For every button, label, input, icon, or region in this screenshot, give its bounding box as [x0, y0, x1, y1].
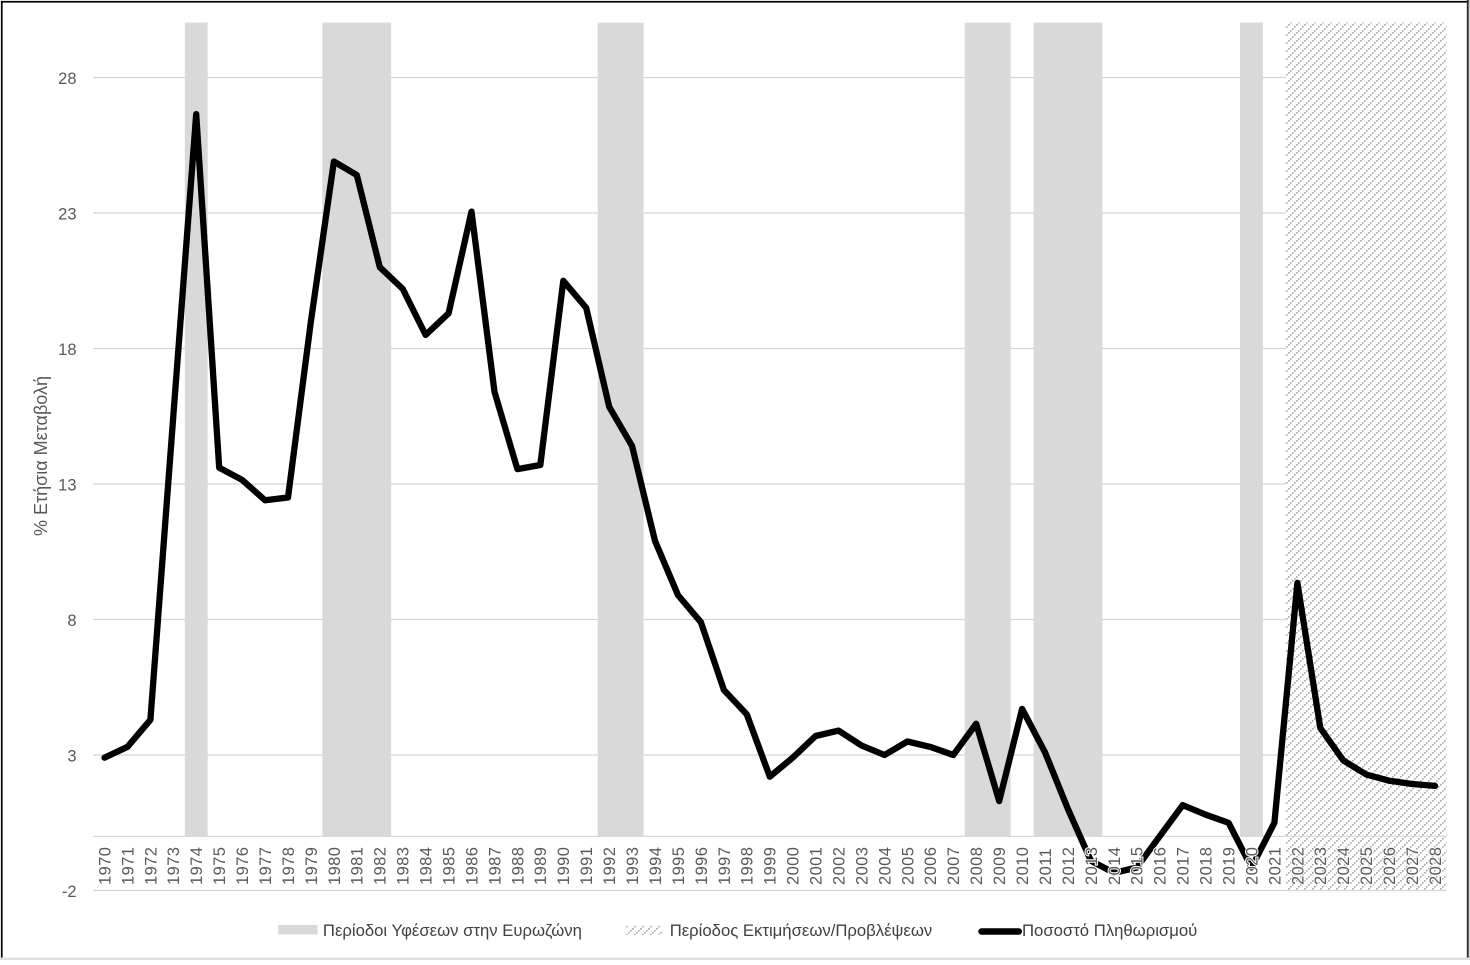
- svg-text:2024: 2024: [1335, 847, 1353, 885]
- svg-text:1990: 1990: [555, 847, 573, 885]
- svg-text:18: 18: [58, 341, 76, 359]
- svg-text:1992: 1992: [601, 847, 619, 885]
- svg-text:1997: 1997: [716, 847, 734, 885]
- svg-text:1979: 1979: [303, 847, 321, 885]
- svg-text:1986: 1986: [463, 847, 481, 885]
- svg-text:8: 8: [67, 612, 76, 630]
- svg-text:1982: 1982: [372, 847, 390, 885]
- svg-text:2014: 2014: [1106, 847, 1124, 885]
- svg-text:1996: 1996: [693, 847, 711, 885]
- svg-text:1978: 1978: [280, 847, 298, 885]
- svg-text:2027: 2027: [1404, 847, 1422, 885]
- svg-text:1984: 1984: [418, 847, 436, 885]
- svg-text:1973: 1973: [165, 847, 183, 885]
- svg-text:1994: 1994: [647, 847, 665, 885]
- svg-text:2019: 2019: [1221, 847, 1239, 885]
- svg-text:2002: 2002: [831, 847, 849, 885]
- svg-text:28: 28: [58, 70, 76, 88]
- svg-text:2018: 2018: [1198, 847, 1216, 885]
- svg-text:2020: 2020: [1243, 847, 1261, 885]
- svg-text:1991: 1991: [578, 847, 596, 885]
- svg-text:2016: 2016: [1152, 847, 1170, 885]
- svg-text:2009: 2009: [991, 847, 1009, 885]
- svg-text:Περίοδοι Υφέσεων στην Ευρωζώνη: Περίοδοι Υφέσεων στην Ευρωζώνη: [323, 921, 582, 940]
- svg-text:2012: 2012: [1060, 847, 1078, 885]
- svg-text:2023: 2023: [1312, 847, 1330, 885]
- svg-text:1993: 1993: [624, 847, 642, 885]
- svg-text:2003: 2003: [853, 847, 871, 885]
- svg-text:3: 3: [67, 748, 76, 766]
- svg-text:1988: 1988: [509, 847, 527, 885]
- svg-text:2004: 2004: [876, 847, 894, 885]
- svg-text:1998: 1998: [739, 847, 757, 885]
- svg-text:1989: 1989: [532, 847, 550, 885]
- svg-text:Περίοδος Εκτιμήσεων/Προβλέψεων: Περίοδος Εκτιμήσεων/Προβλέψεων: [670, 921, 933, 940]
- svg-text:1999: 1999: [762, 847, 780, 885]
- svg-text:2022: 2022: [1289, 847, 1307, 885]
- svg-text:2010: 2010: [1014, 847, 1032, 885]
- svg-text:1975: 1975: [211, 847, 229, 885]
- svg-text:1976: 1976: [234, 847, 252, 885]
- svg-text:1983: 1983: [395, 847, 413, 885]
- svg-text:2008: 2008: [968, 847, 986, 885]
- svg-text:2021: 2021: [1266, 847, 1284, 885]
- svg-text:1980: 1980: [326, 847, 344, 885]
- svg-text:2013: 2013: [1083, 847, 1101, 885]
- svg-text:1977: 1977: [257, 847, 275, 885]
- svg-text:2005: 2005: [899, 847, 917, 885]
- svg-text:1974: 1974: [188, 847, 206, 885]
- svg-text:2025: 2025: [1358, 847, 1376, 885]
- svg-text:13: 13: [58, 477, 76, 495]
- svg-text:-2: -2: [62, 883, 77, 901]
- svg-text:1981: 1981: [349, 847, 367, 885]
- svg-text:% Ετήσια Μεταβολή: % Ετήσια Μεταβολή: [31, 376, 51, 536]
- svg-text:2006: 2006: [922, 847, 940, 885]
- svg-text:1985: 1985: [441, 847, 459, 885]
- svg-text:1972: 1972: [142, 847, 160, 885]
- svg-text:2015: 2015: [1129, 847, 1147, 885]
- svg-text:2017: 2017: [1175, 847, 1193, 885]
- svg-text:1971: 1971: [119, 847, 137, 885]
- svg-text:2028: 2028: [1427, 847, 1445, 885]
- svg-text:2007: 2007: [945, 847, 963, 885]
- svg-text:1970: 1970: [96, 847, 114, 885]
- svg-text:2001: 2001: [808, 847, 826, 885]
- svg-text:23: 23: [58, 206, 76, 224]
- svg-text:2026: 2026: [1381, 847, 1399, 885]
- svg-text:1995: 1995: [670, 847, 688, 885]
- svg-text:2000: 2000: [785, 847, 803, 885]
- svg-text:2011: 2011: [1037, 848, 1055, 885]
- svg-text:Ποσοστό Πληθωρισμού: Ποσοστό Πληθωρισμού: [1022, 921, 1197, 940]
- svg-text:1987: 1987: [486, 847, 504, 885]
